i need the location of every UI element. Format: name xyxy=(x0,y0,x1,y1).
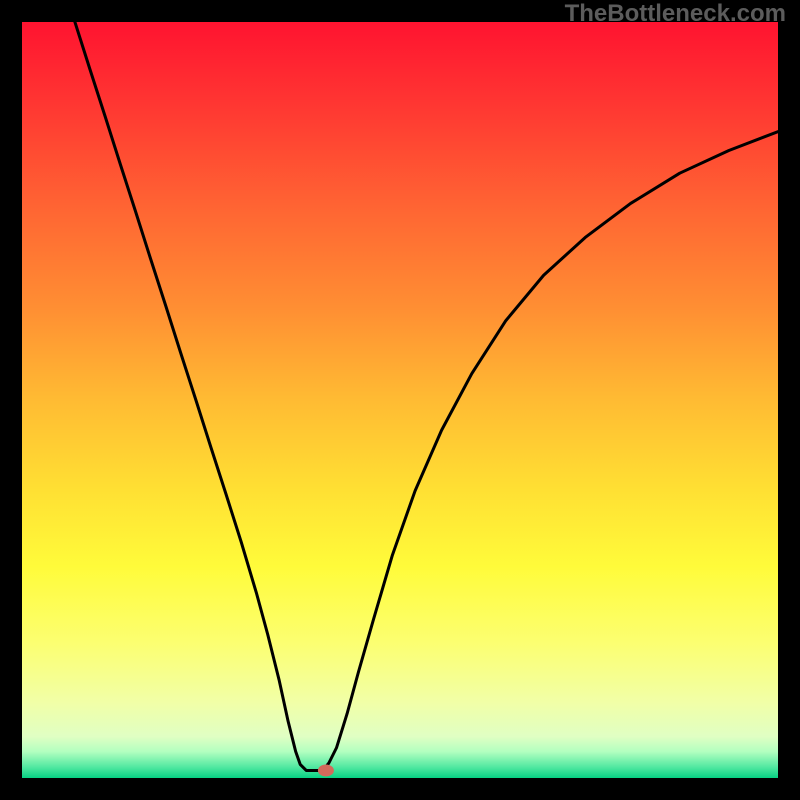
bottleneck-curve xyxy=(75,22,778,770)
chart-canvas: TheBottleneck.com xyxy=(0,0,800,800)
watermark-text: TheBottleneck.com xyxy=(565,0,786,28)
plot-area xyxy=(22,22,778,778)
curve-layer xyxy=(22,22,778,778)
minimum-marker xyxy=(318,764,334,776)
